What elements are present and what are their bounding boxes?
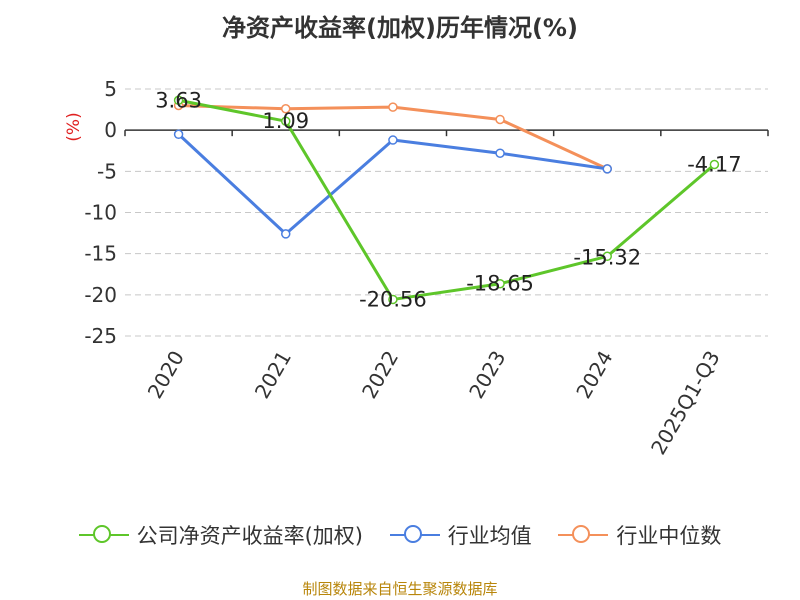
y-axis-label: (%) xyxy=(64,112,84,141)
data-label: 3.63 xyxy=(155,88,202,112)
x-tick-label: 2025Q1-Q3 xyxy=(646,347,725,459)
legend-item-industry-median[interactable]: 行业中位数 xyxy=(558,520,721,550)
legend-dot xyxy=(403,525,422,543)
data-point xyxy=(281,229,291,239)
x-tick-label: 2023 xyxy=(464,347,510,403)
x-tick-label: 2024 xyxy=(571,347,617,403)
data-point xyxy=(388,135,398,145)
x-tick-label: 2020 xyxy=(143,347,189,403)
legend-item-company[interactable]: 公司净资产收益率(加权) xyxy=(78,520,363,550)
y-tick-label: -10 xyxy=(84,201,117,225)
y-tick-label: -20 xyxy=(84,283,117,307)
legend-swatch-icon xyxy=(389,524,440,546)
legend-swatch-icon xyxy=(558,524,609,546)
source-note: 制图数据来自恒生聚源数据库 xyxy=(302,580,498,598)
legend-label: 行业均值 xyxy=(447,524,532,548)
y-tick-label: -5 xyxy=(97,159,117,183)
data-point xyxy=(281,116,291,126)
data-label: -15.32 xyxy=(573,245,641,269)
data-point xyxy=(388,294,398,305)
data-point xyxy=(495,114,505,125)
data-point xyxy=(495,278,505,289)
y-tick-label: -15 xyxy=(84,242,117,266)
legend-swatch-icon xyxy=(78,524,129,546)
data-label: -18.65 xyxy=(466,272,534,296)
chart-title: 净资产收益率(加权)历年情况(%) xyxy=(222,14,578,42)
x-tick-label: 2021 xyxy=(250,347,296,403)
series-line xyxy=(177,133,608,236)
data-point xyxy=(602,251,612,262)
x-tick-label: 2022 xyxy=(357,347,403,403)
data-point xyxy=(173,95,184,106)
legend-label: 公司净资产收益率(加权) xyxy=(136,524,363,548)
data-point xyxy=(281,104,291,114)
data-label: 1.09 xyxy=(262,109,309,133)
data-point xyxy=(602,164,612,174)
data-point xyxy=(709,159,720,170)
y-tick-label: 0 xyxy=(104,118,117,142)
data-point xyxy=(495,148,505,158)
legend: 公司净资产收益率(加权) 行业均值 行业中位数 xyxy=(0,520,800,551)
legend-dot xyxy=(92,525,111,543)
data-point xyxy=(388,102,398,112)
legend-item-industry-mean[interactable]: 行业均值 xyxy=(389,520,532,550)
data-label: -20.56 xyxy=(359,287,427,311)
legend-dot xyxy=(572,525,591,543)
y-tick-label: 5 xyxy=(104,77,117,101)
data-label: -4.17 xyxy=(687,152,741,176)
data-point xyxy=(173,129,184,140)
legend-label: 行业中位数 xyxy=(616,524,722,548)
series-line xyxy=(178,98,716,301)
y-tick-label: -25 xyxy=(84,324,117,348)
